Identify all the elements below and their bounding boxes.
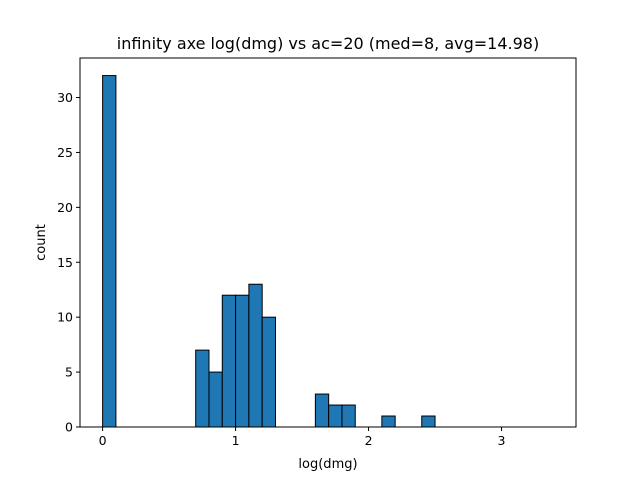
histogram-bar-10 — [235, 294, 250, 428]
x-tick-label-0: 0 — [99, 433, 107, 448]
x-axis-label: log(dmg) — [298, 457, 357, 472]
plot-frame — [79, 57, 577, 428]
y-tick-label-4: 20 — [57, 200, 73, 215]
histogram-bar-17 — [328, 404, 343, 428]
histogram-bar-12 — [261, 316, 276, 428]
y-axis-label: count — [34, 224, 49, 261]
histogram-bar-9 — [221, 294, 237, 428]
x-tick-label-1: 1 — [232, 433, 240, 448]
histogram-bar-16 — [314, 393, 330, 428]
y-tick-label-5: 25 — [57, 145, 73, 160]
histogram-bar-18 — [341, 404, 356, 428]
y-tick-label-0: 0 — [65, 420, 73, 435]
bars-group — [102, 75, 436, 428]
histogram-bar-11 — [248, 283, 263, 428]
histogram-bar-24 — [421, 415, 436, 428]
chart-title: infinity axe log(dmg) vs ac=20 (med=8, a… — [117, 34, 539, 53]
histogram-bar-0 — [102, 75, 117, 428]
x-tick-label-3: 3 — [498, 433, 506, 448]
histogram-bar-7 — [195, 349, 210, 428]
y-tick-label-3: 15 — [57, 255, 73, 270]
histogram-bar-21 — [381, 415, 396, 428]
x-axis-ticks: 0 1 2 3 — [99, 427, 506, 448]
y-tick-label-1: 5 — [65, 365, 73, 380]
histogram-bar-8 — [208, 371, 223, 428]
y-axis-ticks: 0 5 10 15 20 25 30 — [57, 90, 80, 435]
x-tick-label-2: 2 — [365, 433, 373, 448]
y-tick-label-6: 30 — [57, 90, 73, 105]
y-tick-label-2: 10 — [57, 310, 73, 325]
